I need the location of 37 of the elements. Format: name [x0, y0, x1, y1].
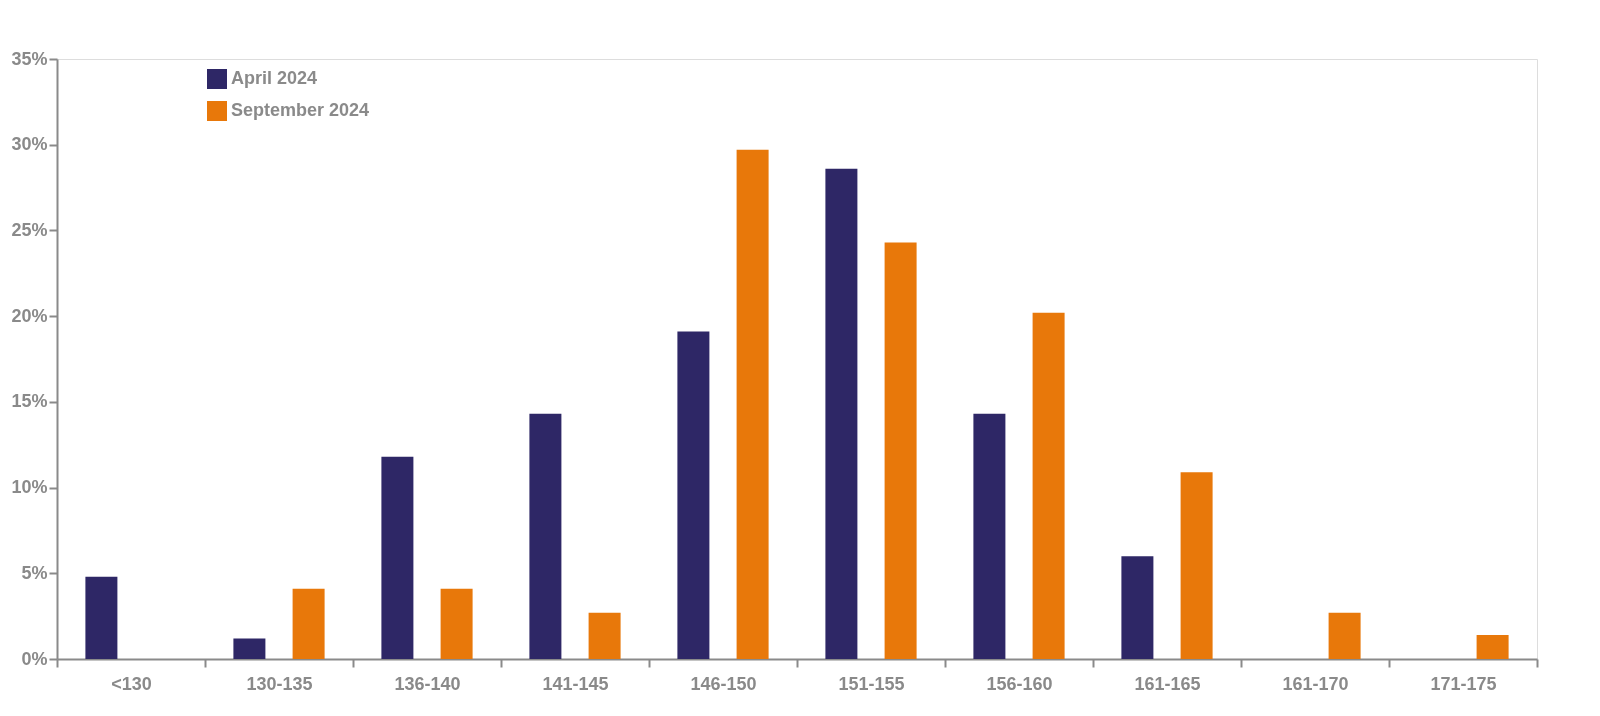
bar — [677, 331, 710, 659]
bar — [292, 588, 325, 659]
bar — [1476, 635, 1509, 659]
y-tick-label: 30% — [11, 134, 48, 155]
bar — [381, 456, 414, 659]
y-tick-label: 20% — [11, 305, 48, 326]
x-tick-label: 156-160 — [986, 673, 1053, 694]
x-tick-label: 136-140 — [394, 673, 461, 694]
x-tick-label: 141-145 — [542, 673, 609, 694]
bar — [588, 612, 621, 659]
y-tick-label: 0% — [21, 648, 48, 669]
legend-label: September 2024 — [231, 100, 370, 120]
x-tick-label: 130-135 — [246, 673, 313, 694]
bar — [973, 413, 1006, 659]
bar — [85, 576, 118, 659]
x-tick-label: 161-170 — [1282, 673, 1349, 694]
bar — [529, 413, 562, 659]
bar — [440, 588, 473, 659]
x-tick-label: 146-150 — [690, 673, 757, 694]
x-tick-label: 161-165 — [1134, 673, 1201, 694]
bar — [1121, 556, 1154, 659]
y-tick-label: 35% — [11, 48, 48, 69]
bar — [1032, 312, 1065, 659]
x-tick-label: 171-175 — [1430, 673, 1497, 694]
y-tick-label: 15% — [11, 391, 48, 412]
legend-label: April 2024 — [231, 68, 318, 88]
bar — [736, 149, 769, 659]
bar — [884, 242, 917, 659]
x-tick-label: 151-155 — [838, 673, 905, 694]
y-tick-label: 25% — [11, 219, 48, 240]
bar — [825, 168, 858, 659]
x-tick-label: <130 — [111, 673, 152, 694]
bar — [233, 638, 266, 659]
y-tick-label: 10% — [11, 477, 48, 498]
y-tick-label: 5% — [21, 562, 48, 583]
bar — [1328, 612, 1361, 659]
bar — [1180, 472, 1213, 659]
